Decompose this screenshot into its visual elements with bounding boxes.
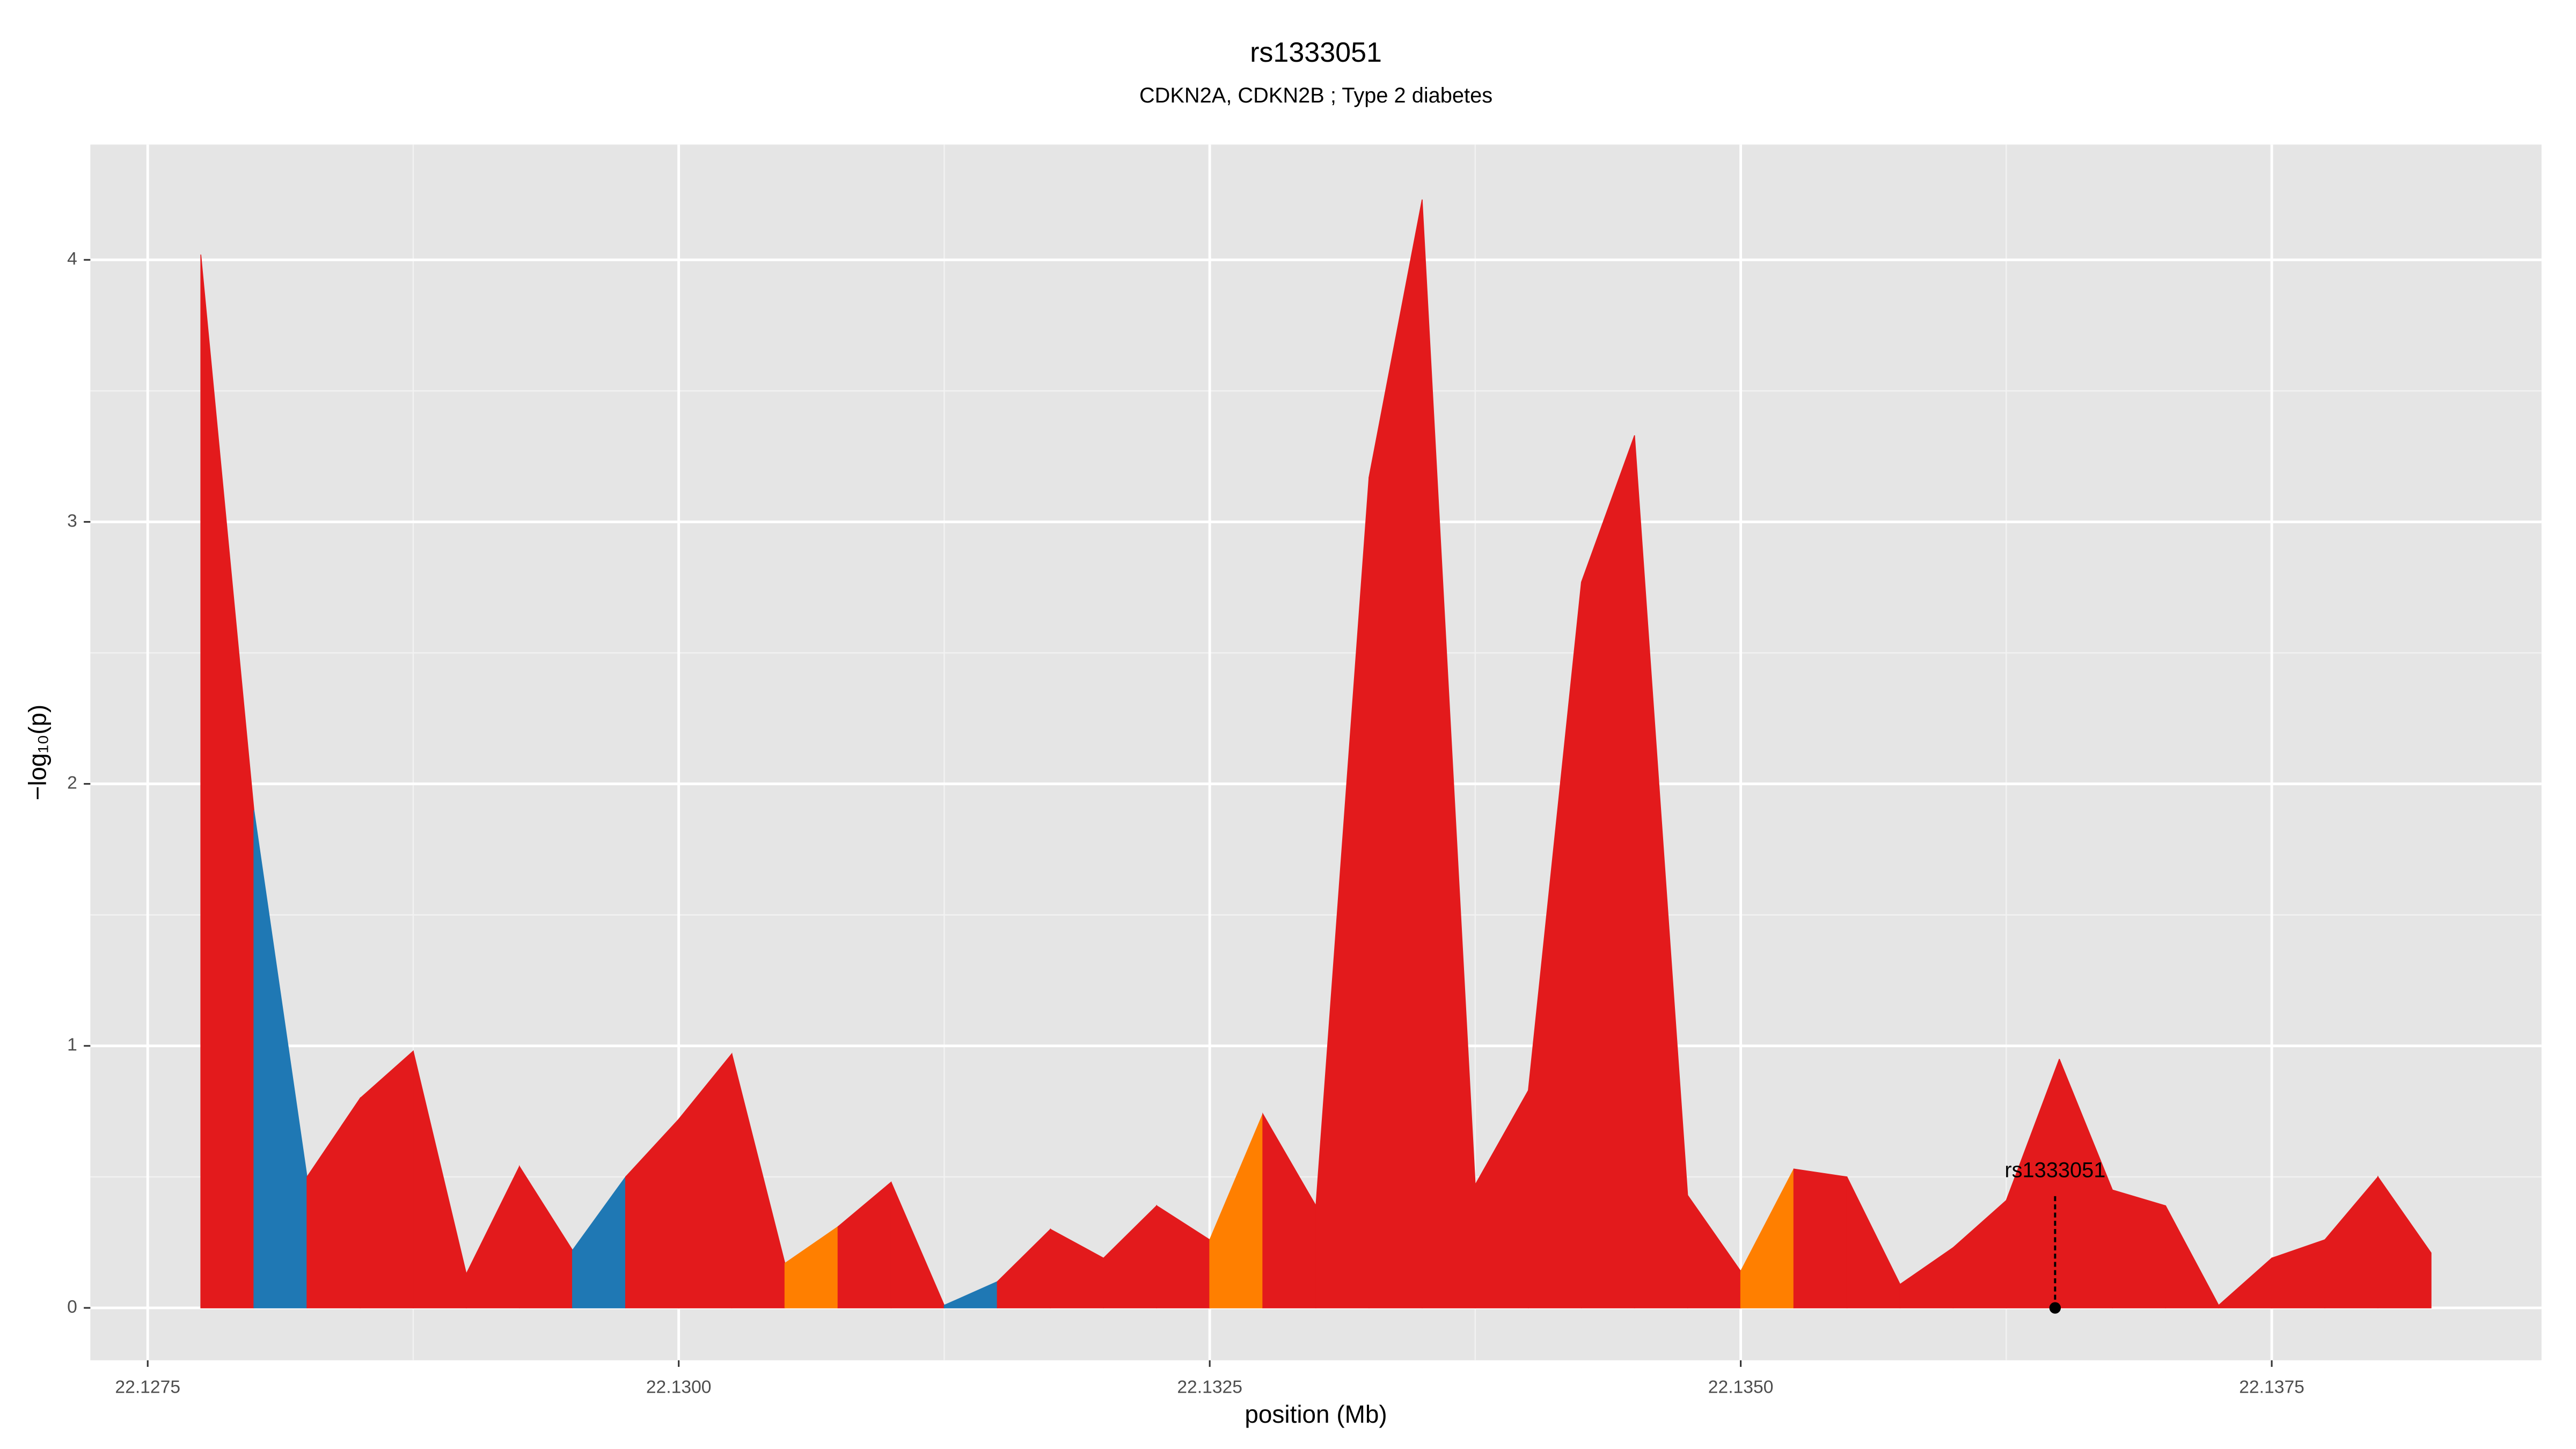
- area-segment: [1581, 435, 1635, 1308]
- y-tick-label: 2: [67, 773, 77, 793]
- x-tick-label: 22.1350: [1708, 1378, 1774, 1397]
- x-axis-label: position (Mb): [1245, 1400, 1387, 1428]
- x-tick-label: 22.1325: [1177, 1378, 1242, 1397]
- area-segment: [2112, 1189, 2166, 1308]
- y-tick-label: 0: [67, 1297, 77, 1317]
- y-tick-label: 3: [67, 511, 77, 531]
- x-tick-label: 22.1300: [646, 1378, 712, 1397]
- y-tick-label: 1: [67, 1035, 77, 1055]
- y-axis-label: −log₁₀(p): [24, 705, 52, 801]
- chart-title: rs1333051: [1250, 37, 1382, 68]
- annotation-label: rs1333051: [2004, 1158, 2105, 1182]
- area-segment: [1793, 1168, 1848, 1308]
- y-tick-label: 4: [67, 249, 77, 269]
- x-tick-label: 22.1375: [2239, 1378, 2304, 1397]
- x-tick-label: 22.1275: [115, 1378, 180, 1397]
- chart-subtitle: CDKN2A, CDKN2B ; Type 2 diabetes: [1139, 84, 1492, 107]
- annotation-point: [2049, 1302, 2061, 1314]
- area-segment: [2377, 1175, 2432, 1308]
- plot-background: [90, 144, 2542, 1360]
